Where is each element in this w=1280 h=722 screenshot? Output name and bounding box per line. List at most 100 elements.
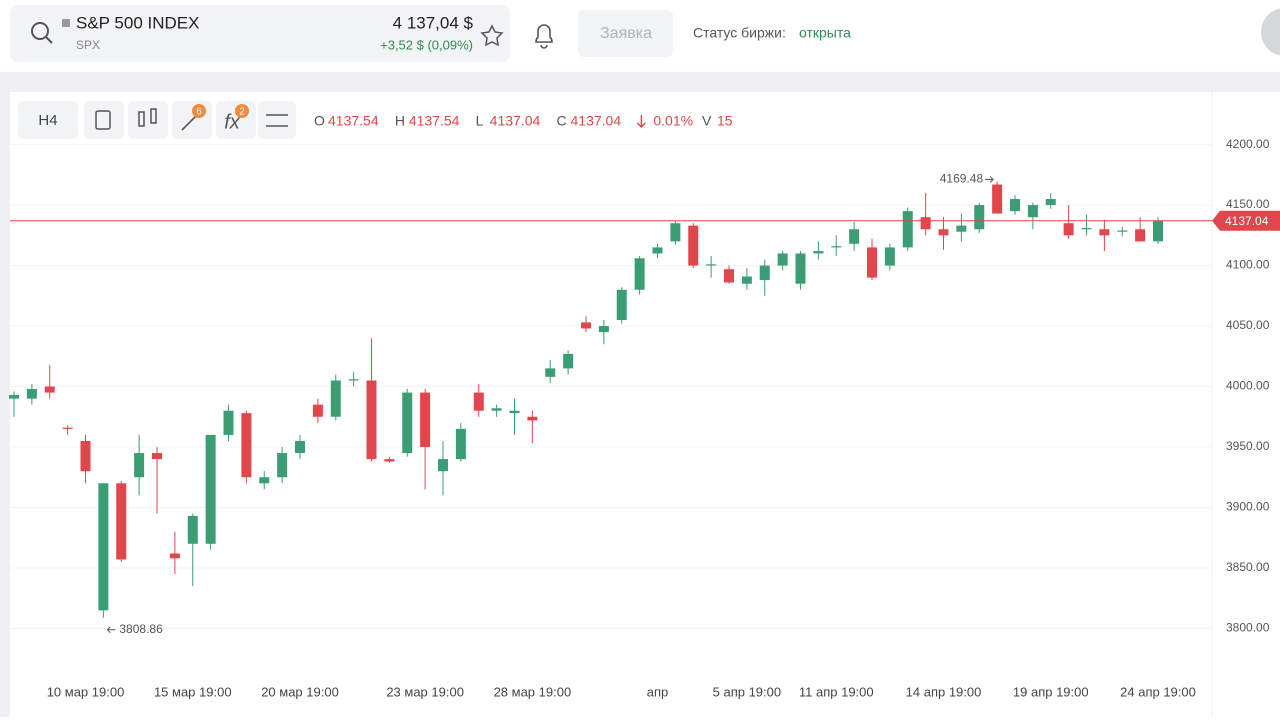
candle-body: [1081, 228, 1092, 230]
y-tick-label: 4000.00: [1226, 379, 1270, 393]
candle-body: [920, 217, 931, 230]
candle-body: [402, 392, 413, 454]
ohlc-value: 4137.54: [328, 113, 379, 129]
price-change: +3,52 $ (0,09%): [380, 37, 473, 52]
x-tick-label: 11 апр 19:00: [799, 684, 874, 699]
x-tick-label: 19 апр 19:00: [1013, 684, 1089, 699]
candle-body: [187, 515, 198, 544]
candle-body: [241, 413, 252, 478]
x-tick-label: апр: [647, 684, 669, 699]
candle-body: [98, 483, 109, 611]
low-arrow: [107, 626, 116, 634]
candle-body: [563, 353, 574, 369]
x-tick-label: 5 апр 19:00: [713, 684, 782, 699]
avatar[interactable]: [1261, 8, 1280, 56]
chart-type-icon: [138, 111, 145, 127]
candle-body: [741, 276, 752, 284]
settings-icon: [266, 114, 288, 127]
alert-bell[interactable]: [535, 24, 553, 49]
candle-body: [992, 184, 1003, 214]
candle-body: [152, 453, 162, 460]
settings-button[interactable]: [258, 101, 296, 139]
candle-body: [598, 326, 609, 333]
candle-body: [849, 229, 860, 244]
order-button-label: Заявка: [600, 25, 652, 42]
favorite-star[interactable]: [480, 24, 504, 47]
chart-type-button[interactable]: [128, 101, 168, 139]
candle-body: [1045, 199, 1056, 206]
template-icon: [95, 110, 111, 130]
timeframe-button[interactable]: [18, 101, 78, 139]
high-annotation: 4169.48: [940, 172, 984, 186]
candle-body: [134, 453, 145, 478]
candle-body: [616, 289, 627, 320]
candle-body: [688, 225, 699, 266]
candle-body: [1153, 220, 1163, 242]
indicators-icon: fx: [224, 111, 241, 133]
search-icon[interactable]: [31, 22, 49, 40]
status-value: открыта: [799, 25, 851, 41]
x-tick-label: 14 апр 19:00: [906, 684, 982, 699]
candle-body: [455, 428, 466, 460]
indicators-badge: [235, 104, 249, 118]
volume-value: 15: [717, 113, 733, 129]
candle-body: [9, 394, 19, 399]
candle-body: [330, 380, 341, 417]
y-tick-label: 4200.00: [1226, 137, 1270, 151]
ohlc-key: C: [557, 113, 567, 129]
candle-body: [277, 453, 288, 478]
candle-body: [509, 410, 520, 414]
toolbar: H4 6 fx 2: [18, 101, 296, 139]
candle-body: [867, 247, 877, 278]
ohlc-key: O: [314, 113, 325, 129]
candle-body: [1099, 229, 1110, 236]
candle-body: [724, 269, 734, 283]
candle-body: [62, 427, 73, 429]
status-label: Статус биржи:: [693, 25, 786, 41]
chart-type-icon: [150, 108, 157, 124]
price: 4 137,04 $: [393, 13, 474, 32]
candle-body: [116, 483, 127, 560]
candle-body: [581, 322, 591, 329]
candle-body: [1063, 223, 1074, 236]
candle-body: [44, 386, 55, 393]
candle-body: [473, 392, 484, 411]
down-arrow: [636, 115, 646, 128]
last-price-label: 4137.04: [1225, 214, 1269, 228]
order-button[interactable]: [578, 10, 673, 57]
candle-body: [312, 404, 323, 417]
candle-body: [1027, 205, 1038, 218]
candle-body: [795, 253, 806, 284]
candle-body: [706, 264, 717, 266]
candle-body: [80, 440, 91, 472]
ohlc-change: 0.01%: [653, 113, 693, 129]
candle-body: [777, 253, 788, 266]
x-tick-label: 10 мар 19:00: [47, 684, 125, 699]
instrument-ticker: SPX: [76, 38, 100, 52]
timeframe-label: H4: [38, 112, 57, 129]
candle-body: [527, 416, 538, 421]
y-tick-label: 4050.00: [1226, 318, 1270, 332]
ohlc-key: H: [395, 113, 405, 129]
template-button[interactable]: [84, 101, 124, 139]
instrument-card[interactable]: [10, 5, 510, 62]
candle-body: [902, 211, 913, 248]
chart-panel: [10, 92, 1280, 717]
ohlc-value: 4137.54: [409, 113, 460, 129]
candle-body: [956, 225, 967, 232]
candle-body: [169, 553, 180, 559]
y-tick-label: 4150.00: [1226, 197, 1270, 211]
candle-body: [366, 380, 377, 460]
low-annotation: 3808.86: [119, 622, 163, 636]
candle-body: [884, 247, 895, 266]
candle-body: [974, 205, 985, 230]
candle-body: [259, 477, 270, 484]
instrument-title: S&P 500 INDEX: [76, 13, 199, 32]
y-tick-label: 3850.00: [1226, 560, 1270, 574]
candle-body: [1135, 229, 1146, 242]
y-tick-label: 4100.00: [1226, 258, 1270, 272]
candle-body: [384, 459, 395, 462]
ohlc-key: L: [476, 113, 484, 129]
search-icon-handle: [45, 36, 53, 44]
